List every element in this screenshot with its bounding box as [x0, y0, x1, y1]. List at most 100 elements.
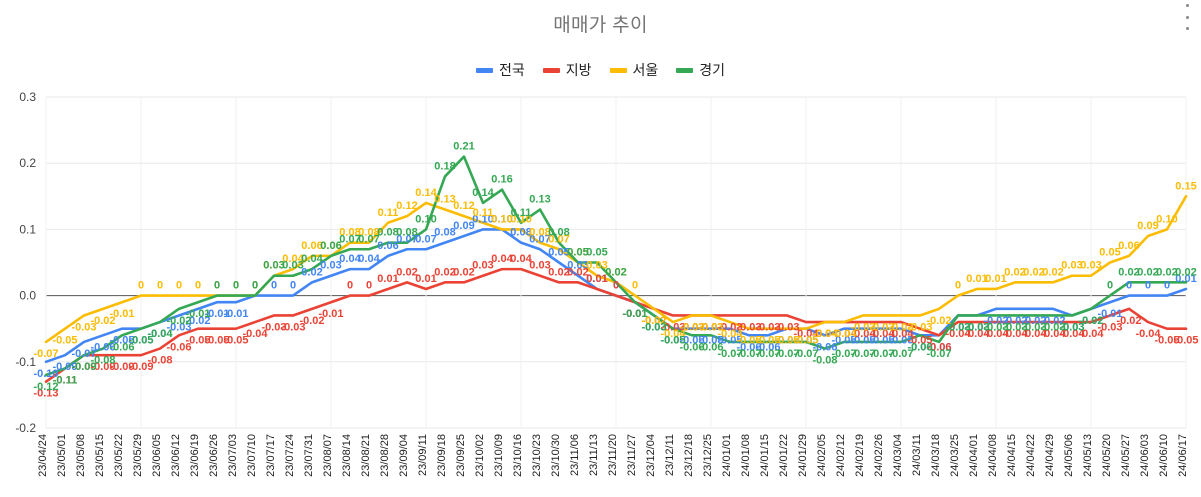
- x-axis-tick-label: 24/01/08: [740, 434, 752, 477]
- point-label-전국: -0.06: [755, 341, 780, 353]
- x-axis-tick-label: 23/05/29: [132, 434, 144, 477]
- point-label-서울: 0.01: [966, 273, 987, 285]
- x-axis-tick-label: 23/07/10: [246, 434, 258, 477]
- point-label-경기: 0.05: [567, 247, 588, 259]
- legend-label: 전국: [498, 62, 525, 78]
- x-axis-tick-label: 23/11/20: [607, 434, 619, 476]
- point-label-지방: -0.04: [812, 328, 838, 340]
- x-axis-tick-label: 24/03/25: [949, 434, 961, 477]
- point-label-서울: 0.03: [1080, 260, 1101, 272]
- point-label-전국: -0.05: [774, 335, 799, 347]
- kebab-dot-1: [1185, 4, 1189, 7]
- point-label-전국: 0.10: [491, 213, 512, 225]
- point-label-지방: -0.02: [299, 315, 324, 327]
- point-label-지방: 0: [613, 280, 619, 292]
- point-label-전국: 0: [1126, 280, 1132, 292]
- more-vert-icon[interactable]: [1181, 4, 1193, 30]
- point-label-지방: 0.01: [377, 273, 398, 285]
- point-label-경기: 0: [214, 280, 220, 292]
- point-label-경기: 0.08: [377, 227, 398, 239]
- point-label-지방: -0.03: [698, 321, 723, 333]
- point-label-경기: 0.02: [1175, 266, 1196, 278]
- point-label-서울: -0.02: [90, 315, 115, 327]
- point-label-서울: -0.05: [736, 335, 761, 347]
- point-label-경기: 0.02: [605, 266, 626, 278]
- point-label-서울: -0.02: [926, 315, 951, 327]
- point-label-서울: -0.03: [869, 321, 894, 333]
- point-label-서울: 0.12: [396, 200, 417, 212]
- point-label-전국: 0.03: [567, 260, 588, 272]
- x-axis-tick-label: 24/03/04: [892, 434, 904, 477]
- point-label-지방: -0.06: [926, 341, 951, 353]
- point-label-경기: 0.13: [529, 194, 550, 206]
- point-label-전국: -0.02: [983, 315, 1008, 327]
- legend-item-전국[interactable]: 전국: [475, 60, 525, 80]
- point-label-경기: 0.07: [358, 233, 379, 245]
- point-label-지방: -0.03: [280, 321, 305, 333]
- point-label-지방: -0.04: [983, 328, 1009, 340]
- point-label-지방: -0.02: [1116, 315, 1141, 327]
- x-axis-tick-label: 23/08/14: [341, 434, 353, 477]
- point-label-지방: -0.09: [128, 361, 153, 373]
- point-label-지방: -0.05: [907, 335, 932, 347]
- point-label-서울: 0.02: [1042, 266, 1063, 278]
- point-label-전국: -0.06: [926, 341, 951, 353]
- point-label-전국: 0.09: [453, 220, 474, 232]
- point-label-경기: 0.14: [472, 187, 494, 199]
- x-axis-tick-label: 24/04/08: [987, 434, 999, 477]
- point-label-경기: 0.21: [453, 141, 474, 153]
- x-axis-tick-label: 23/09/04: [398, 434, 410, 477]
- point-label-전국: 0.08: [434, 227, 455, 239]
- point-label-서울: -0.04: [812, 328, 838, 340]
- point-label-서울: 0.02: [1004, 266, 1025, 278]
- x-axis-tick-label: 24/04/01: [968, 434, 980, 477]
- point-label-지방: -0.04: [793, 328, 819, 340]
- point-label-경기: 0.08: [396, 227, 417, 239]
- point-label-경기: -0.03: [964, 321, 989, 333]
- point-label-경기: 0.10: [415, 213, 436, 225]
- legend-item-서울[interactable]: 서울: [609, 60, 658, 80]
- point-label-전국: -0.05: [888, 335, 913, 347]
- point-label-지방: -0.05: [185, 335, 210, 347]
- x-axis-tick-label: 24/06/17: [1177, 434, 1189, 477]
- point-label-경기: 0.04: [301, 253, 323, 265]
- point-label-서울: 0: [176, 280, 182, 292]
- point-label-서울: 0.06: [320, 240, 341, 252]
- point-label-전국: 0.01: [1175, 273, 1196, 285]
- x-axis-tick-label: 23/05/08: [75, 434, 87, 477]
- point-label-전국: -0.05: [869, 335, 894, 347]
- legend-item-경기[interactable]: 경기: [676, 60, 725, 80]
- point-label-경기: 0.05: [586, 247, 607, 259]
- x-axis-tick-label: 24/05/06: [1063, 434, 1075, 477]
- point-label-전국: 0.06: [377, 240, 398, 252]
- point-label-경기: -0.06: [698, 341, 723, 353]
- point-label-서울: 0.03: [1061, 260, 1082, 272]
- point-label-서울: 0.08: [529, 227, 550, 239]
- point-label-지방: 0.02: [548, 266, 569, 278]
- legend-item-지방[interactable]: 지방: [542, 60, 592, 80]
- x-axis-tick-label: 24/06/03: [1139, 434, 1151, 477]
- point-label-전국: 0.07: [415, 233, 436, 245]
- point-label-전국: -0.02: [1002, 315, 1027, 327]
- point-label-경기: 0.18: [434, 160, 455, 172]
- point-label-서울: -0.05: [774, 335, 799, 347]
- x-axis-tick-label: 24/01/29: [797, 434, 809, 477]
- x-axis-tick-label: 24/04/22: [1025, 434, 1037, 477]
- point-label-서울: -0.03: [850, 321, 875, 333]
- point-label-전국: -0.05: [717, 335, 742, 347]
- point-label-지방: -0.08: [147, 355, 172, 367]
- point-label-지방: -0.04: [964, 328, 990, 340]
- x-axis-tick-label: 23/12/11: [664, 434, 676, 476]
- x-axis-tick-label: 24/04/29: [1044, 434, 1056, 477]
- point-label-경기: -0.07: [793, 348, 818, 360]
- point-label-서울: 0: [214, 280, 220, 292]
- point-label-서울: -0.03: [679, 321, 704, 333]
- point-label-경기: 0.08: [548, 227, 569, 239]
- point-label-전국: -0.06: [812, 341, 837, 353]
- point-label-경기: -0.01: [185, 308, 210, 320]
- point-label-전국: -0.05: [698, 335, 723, 347]
- point-label-서울: -0.04: [831, 328, 857, 340]
- point-label-경기: 0.06: [320, 240, 341, 252]
- point-label-지방: 0.04: [510, 253, 532, 265]
